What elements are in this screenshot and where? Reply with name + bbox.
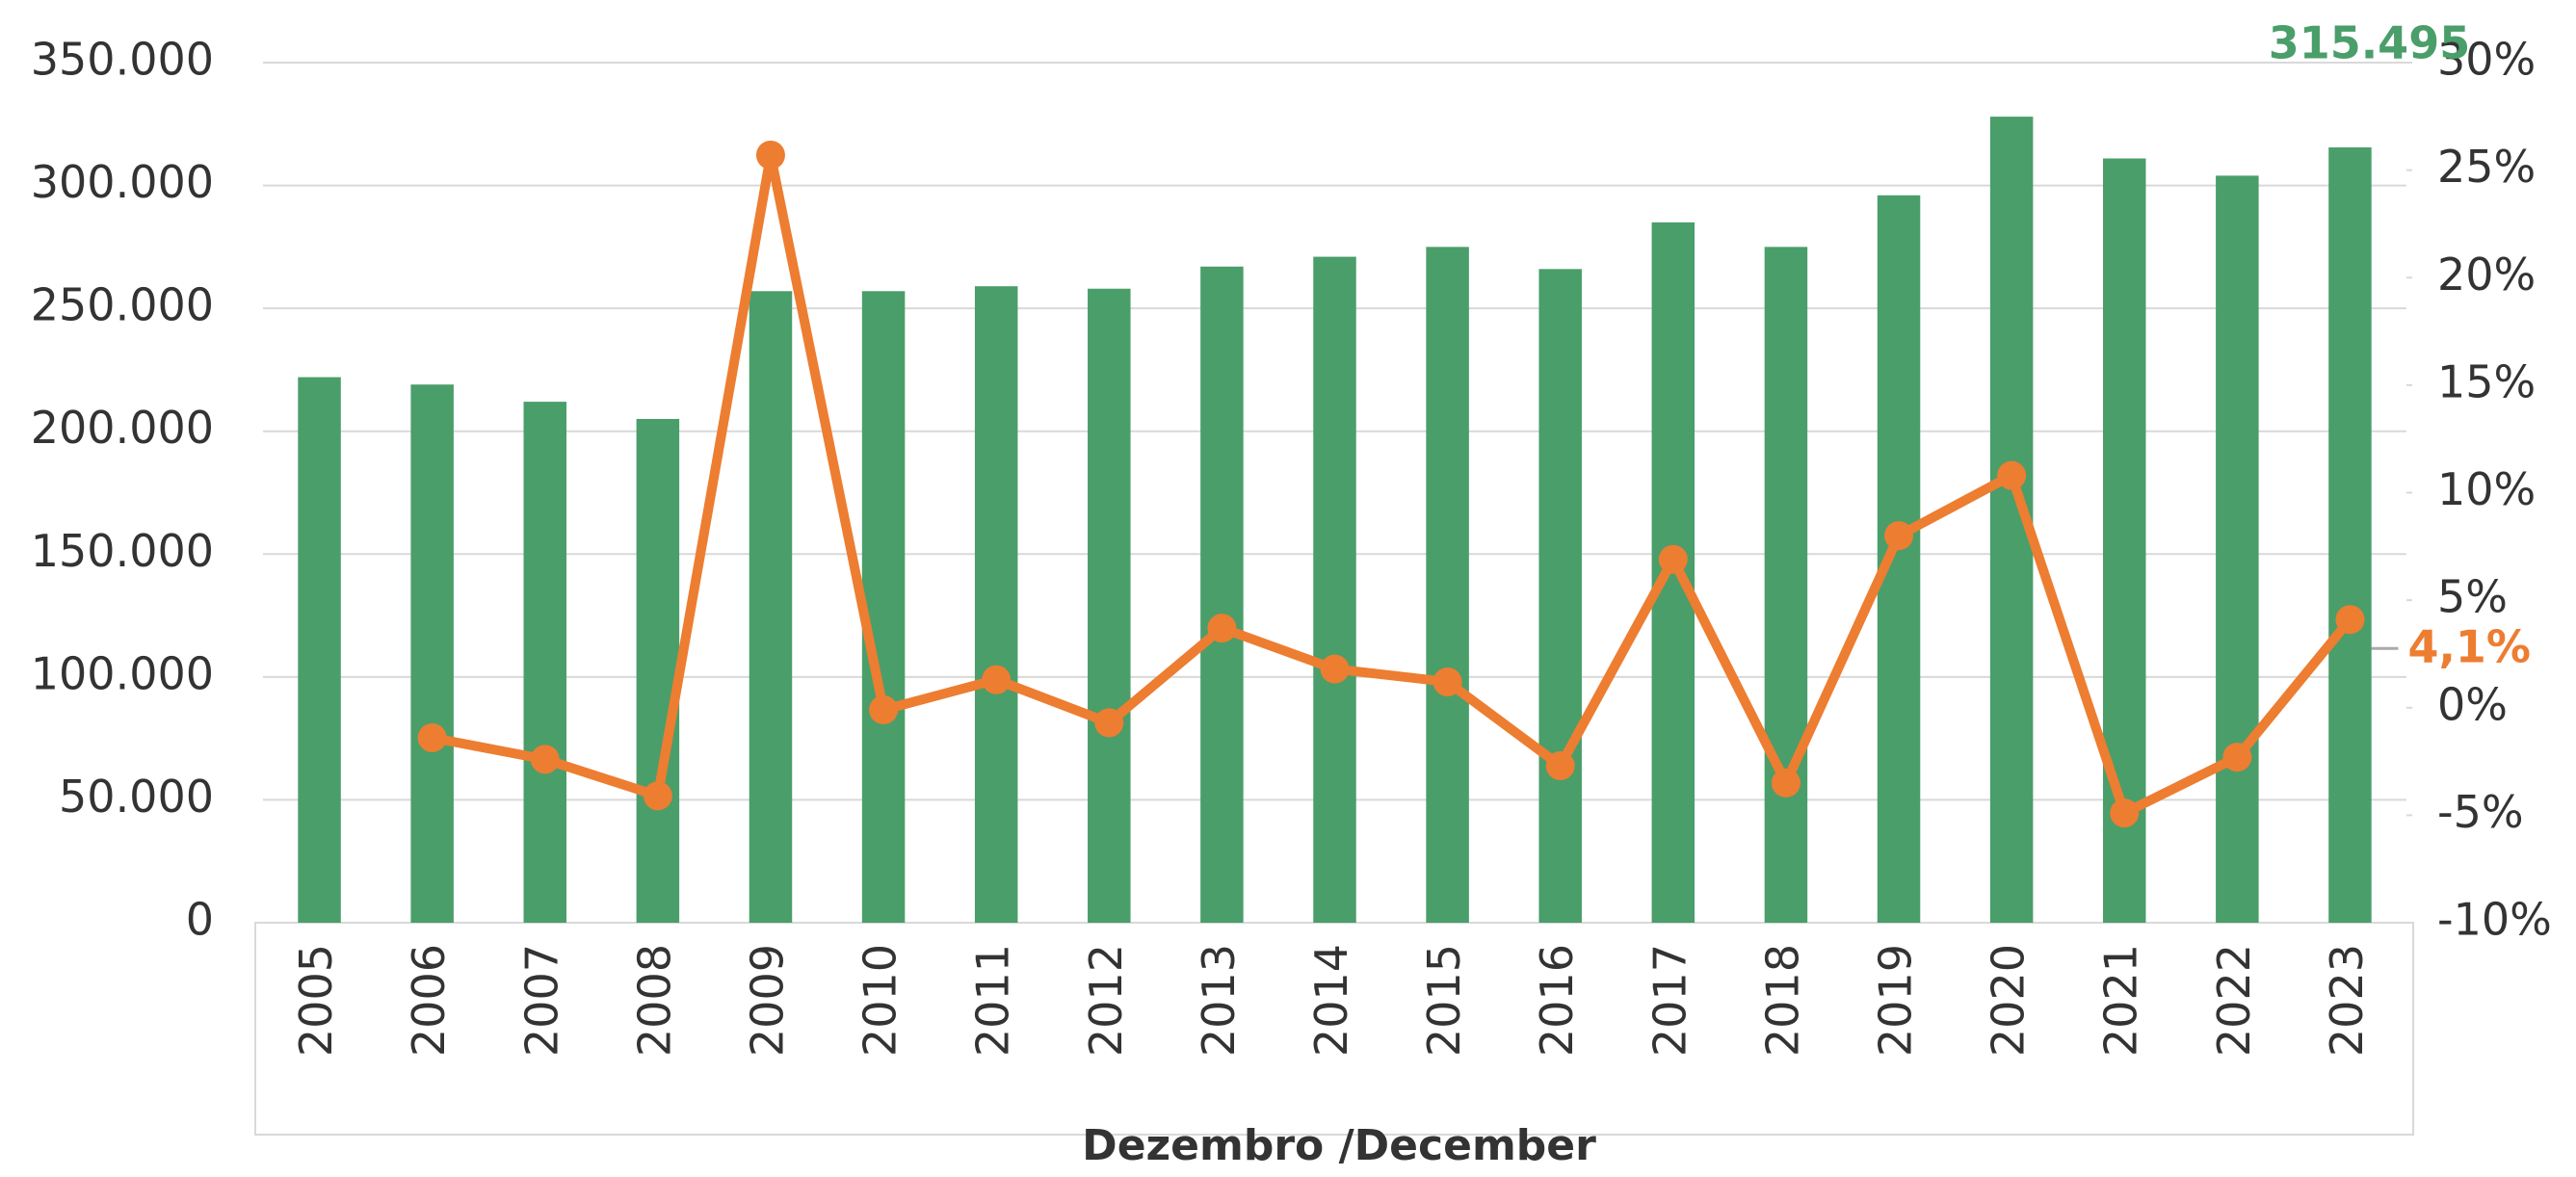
line-marker xyxy=(2110,798,2140,828)
bar xyxy=(749,291,793,924)
bar xyxy=(861,291,906,924)
y2-tick-label: -10% xyxy=(2437,894,2552,946)
line-marker xyxy=(2222,743,2252,772)
bar xyxy=(2102,158,2146,923)
bar xyxy=(1200,266,1244,924)
y2-tick-label: 10% xyxy=(2437,463,2536,515)
y2-tick-label: 30% xyxy=(2437,34,2536,86)
x-tick-label: 2016 xyxy=(1531,944,1583,1057)
line-marker xyxy=(1771,768,1801,798)
x-tick-label: 2013 xyxy=(1193,944,1245,1057)
x-tick-label: 2018 xyxy=(1756,944,1808,1057)
x-tick-label: 2017 xyxy=(1643,944,1695,1057)
line-marker xyxy=(982,665,1012,694)
bar xyxy=(410,384,454,923)
line-marker xyxy=(643,781,672,811)
y2-tick-label: 0% xyxy=(2437,678,2508,730)
bar xyxy=(974,286,1018,923)
x-tick-label: 2005 xyxy=(290,944,342,1057)
bar xyxy=(1538,269,1582,923)
line-marker xyxy=(1207,614,1237,643)
x-tick-label: 2021 xyxy=(2095,944,2147,1057)
line-marker xyxy=(1094,708,1124,738)
x-tick-label: 2015 xyxy=(1418,944,1470,1057)
x-tick-label: 2020 xyxy=(1983,944,2035,1057)
y-tick-label: 50.000 xyxy=(59,771,214,823)
y2-tick-label: 5% xyxy=(2437,571,2508,623)
line-marker xyxy=(1433,667,1462,696)
bar xyxy=(1764,247,1808,923)
x-tick-label: 2014 xyxy=(1305,944,1357,1057)
x-axis-title: Dezembro /December xyxy=(1082,1121,1596,1170)
x-tick-label: 2012 xyxy=(1080,944,1132,1057)
y2-tick-label: 15% xyxy=(2437,355,2536,407)
bar xyxy=(1313,256,1356,923)
line-marker xyxy=(2335,605,2365,635)
x-tick-label: 2008 xyxy=(628,944,680,1057)
bar xyxy=(2216,175,2259,923)
y-tick-label: 350.000 xyxy=(31,34,214,86)
y-tick-label: 150.000 xyxy=(31,525,214,577)
x-tick-label: 2023 xyxy=(2321,944,2373,1057)
x-tick-label: 2007 xyxy=(515,944,567,1057)
line-marker xyxy=(1997,460,2027,490)
x-tick-label: 2006 xyxy=(403,944,455,1057)
x-tick-label: 2019 xyxy=(1870,944,1922,1057)
y-tick-label: 100.000 xyxy=(31,647,214,699)
y-tick-label: 300.000 xyxy=(31,156,214,208)
line-marker xyxy=(1320,654,1350,684)
bar xyxy=(523,402,567,923)
x-tick-label: 2009 xyxy=(741,944,793,1057)
y2-tick-label: 25% xyxy=(2437,141,2536,193)
y2-tick-label: 20% xyxy=(2437,248,2536,301)
line-marker xyxy=(1658,544,1688,574)
line-marker xyxy=(755,140,785,170)
line-marker xyxy=(417,723,447,753)
line-marker xyxy=(1545,751,1575,781)
y-tick-label: 250.000 xyxy=(31,279,214,331)
bar xyxy=(636,418,680,923)
bar xyxy=(1088,288,1131,923)
data-label: 315.495 xyxy=(2269,17,2471,69)
data-label: 4,1% xyxy=(2407,621,2531,673)
line xyxy=(431,149,2354,819)
bar xyxy=(298,377,341,923)
bar xyxy=(2328,147,2372,923)
bar xyxy=(1426,247,1469,923)
y2-tick-label: -5% xyxy=(2437,786,2524,838)
y-tick-label: 0 xyxy=(186,894,214,946)
x-tick-label: 2010 xyxy=(854,944,907,1057)
line-marker xyxy=(530,745,560,774)
x-tick-label: 2011 xyxy=(967,944,1019,1057)
y-tick-label: 200.000 xyxy=(31,402,214,454)
line-marker xyxy=(1884,521,1914,551)
line-marker xyxy=(869,694,899,724)
x-tick-label: 2022 xyxy=(2208,944,2260,1057)
